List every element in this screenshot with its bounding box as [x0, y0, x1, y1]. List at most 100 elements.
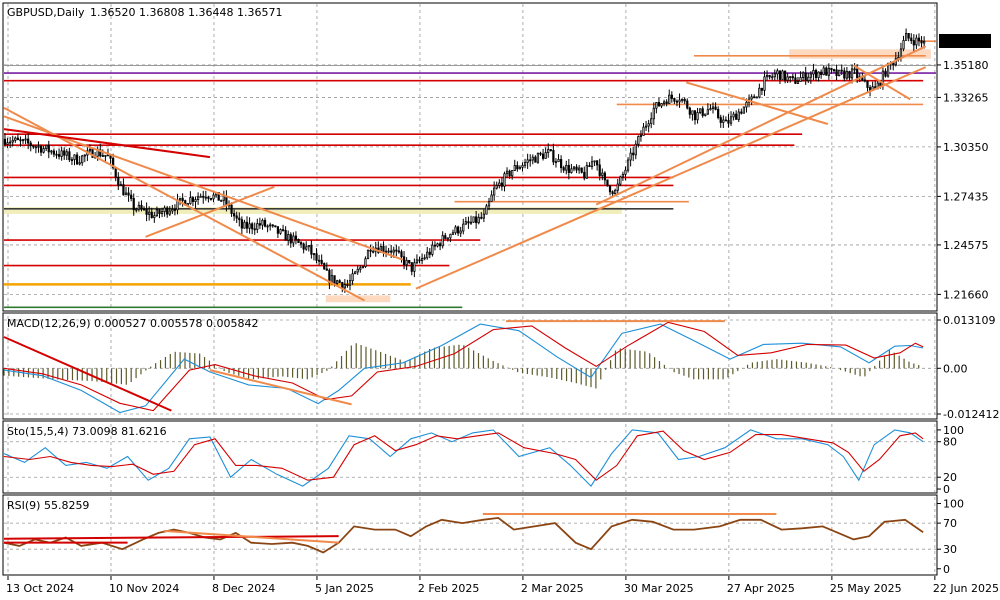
candle-body	[742, 106, 746, 114]
candle-body	[786, 76, 789, 81]
candle-body	[763, 76, 766, 91]
candle-body	[189, 197, 192, 204]
candle-body	[608, 185, 612, 193]
candle-body	[606, 179, 609, 187]
candle-body	[588, 165, 591, 168]
candle-body	[415, 259, 419, 264]
candle-body	[475, 216, 478, 224]
candle-body	[719, 117, 722, 123]
candle-body	[220, 199, 223, 202]
candle-body	[338, 280, 341, 283]
y-tick-label: 1.35180	[943, 59, 989, 72]
candle-body	[356, 268, 359, 273]
candle-body	[408, 259, 411, 263]
candle-body	[297, 238, 300, 244]
macd-panel[interactable]: 0.013109 0.00 -0.012412 MACD(12,26,9) 0.00…	[2, 312, 999, 421]
y-tick-label: 1.21660	[943, 288, 989, 301]
stochastic-title: Sto(15,5,4) 73.0098 81.6216	[7, 425, 167, 438]
candle-body	[266, 225, 269, 228]
y-tick-label: 0.013109	[943, 314, 996, 327]
candle-body	[235, 215, 238, 219]
y-tick-label: 70	[943, 517, 957, 530]
candle-body	[902, 39, 905, 50]
candle-body	[364, 258, 367, 267]
candle-body	[438, 243, 442, 247]
candle-body	[372, 250, 375, 253]
candle-body	[14, 137, 17, 141]
candle-body	[521, 164, 524, 168]
candle-body	[32, 145, 35, 148]
candle-body	[336, 280, 339, 284]
candle-body	[354, 271, 357, 275]
macd-y-axis: 0.013109 0.00 -0.012412	[937, 314, 999, 421]
price-trend-line	[145, 185, 275, 238]
candle-body	[60, 150, 63, 157]
candle-body	[675, 100, 679, 103]
candle-body	[68, 151, 71, 161]
candle-body	[560, 159, 563, 169]
rsi-panel[interactable]: 100 70 30 0 RSI(9) 55.8259	[2, 494, 964, 576]
price-panel[interactable]: 1.35180 1.33265 1.30350 1.27435 1.24575 1.216…	[2, 2, 991, 312]
candle-body	[866, 80, 869, 88]
candle-body	[158, 209, 161, 215]
candle-body	[845, 71, 848, 79]
y-tick-label: 0.00	[943, 362, 968, 375]
candle-body	[632, 152, 635, 156]
candle-body	[449, 233, 452, 239]
price-trend-line	[685, 81, 829, 125]
candle-body	[665, 101, 668, 104]
candle-body	[263, 219, 267, 227]
candle-body	[294, 235, 298, 240]
candle-body	[464, 221, 467, 225]
candle-body	[405, 259, 408, 266]
candle-body	[616, 183, 619, 191]
candle-body	[88, 149, 92, 152]
candle-body	[45, 144, 48, 149]
candle-body	[63, 150, 66, 156]
candle-body	[73, 154, 76, 161]
candle-body	[196, 196, 200, 200]
candle-body	[78, 162, 81, 165]
candle-body	[117, 176, 120, 186]
candle-body	[840, 69, 843, 72]
y-tick-label: 20	[943, 471, 957, 484]
candle-body	[333, 275, 336, 284]
candle-body	[37, 145, 40, 148]
candle-body	[137, 204, 140, 210]
x-tick-label: 5 Jan 2025	[315, 582, 374, 595]
candle-body	[614, 189, 617, 195]
macd-trend-line	[3, 336, 172, 412]
candle-body	[101, 155, 104, 157]
candle-body	[601, 172, 604, 176]
candle-body	[163, 207, 166, 212]
candle-body	[583, 171, 586, 179]
candle-body	[153, 215, 156, 219]
candle-body	[562, 167, 565, 171]
candle-body	[634, 143, 637, 156]
price-panel-frame	[2, 2, 938, 312]
candle-body	[884, 70, 887, 77]
candle-body	[122, 184, 125, 196]
time-axis: 13 Oct 2024 10 Nov 2024 8 Dec 2024 5 Jan 20…	[6, 576, 999, 595]
candle-body	[487, 200, 491, 207]
candle-body	[500, 182, 504, 187]
candle-body	[709, 108, 712, 111]
candle-body	[843, 70, 846, 79]
candle-body	[621, 174, 625, 178]
current-price-label: 1.36571	[943, 35, 989, 48]
candle-body	[287, 234, 290, 241]
candle-body	[436, 243, 439, 247]
rsi-trend-line	[3, 535, 339, 540]
candle-body	[446, 237, 449, 240]
y-tick-label: 100	[943, 498, 964, 511]
candle-body	[202, 195, 205, 198]
candle-body	[544, 152, 547, 159]
candle-body	[814, 69, 818, 79]
candle-body	[124, 192, 128, 196]
candle-body	[238, 217, 241, 221]
candle-body	[217, 192, 220, 201]
candle-body	[361, 266, 364, 269]
x-tick-label: 10 Nov 2024	[109, 582, 179, 595]
